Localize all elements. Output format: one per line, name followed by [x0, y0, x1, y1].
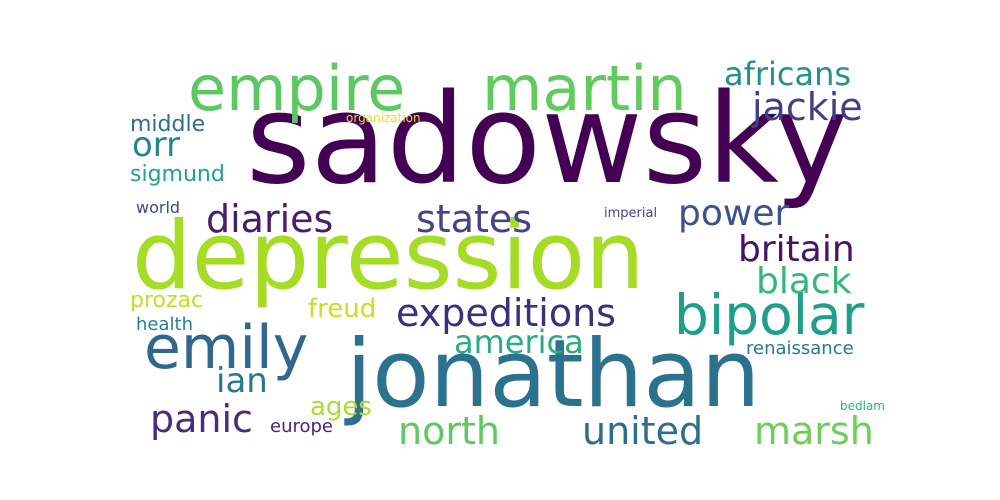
word-sigmund: sigmund — [130, 162, 225, 187]
word-bedlam: bedlam — [840, 399, 885, 413]
word-diaries: diaries — [206, 197, 334, 241]
word-black: black — [756, 261, 852, 302]
word-jackie: jackie — [752, 85, 863, 129]
word-britain: britain — [738, 229, 855, 270]
word-power: power — [678, 193, 790, 234]
word-marsh: marsh — [754, 409, 874, 453]
word-world: world — [136, 198, 181, 217]
word-america: america — [454, 323, 584, 361]
word-north: north — [398, 409, 500, 453]
word-europe: europe — [270, 416, 333, 437]
word-middle: middle — [130, 112, 206, 137]
word-freud: freud — [308, 294, 377, 324]
word-health: health — [136, 314, 193, 335]
word-orr: orr — [132, 125, 181, 165]
word-jonathan: jonathan — [346, 320, 761, 429]
word-imperial: imperial — [604, 206, 658, 221]
word-sadowsky: sadowsky — [246, 68, 848, 212]
word-panic: panic — [150, 397, 253, 441]
word-ages: ages — [310, 392, 372, 422]
word-africans: africans — [724, 55, 852, 93]
word-ian: ian — [216, 361, 268, 401]
word-prozac: prozac — [130, 288, 204, 313]
word-united: united — [582, 409, 704, 453]
word-states: states — [416, 197, 533, 241]
word-organization: organization — [346, 111, 421, 125]
word-bipolar: bipolar — [674, 283, 865, 347]
word-renaissance: renaissance — [746, 338, 854, 359]
word-expeditions: expeditions — [396, 291, 616, 335]
word-empire: empire — [188, 52, 406, 125]
word-depression: depression — [132, 202, 645, 311]
word-emily: emily — [144, 313, 309, 383]
word-martin: martin — [482, 52, 687, 125]
